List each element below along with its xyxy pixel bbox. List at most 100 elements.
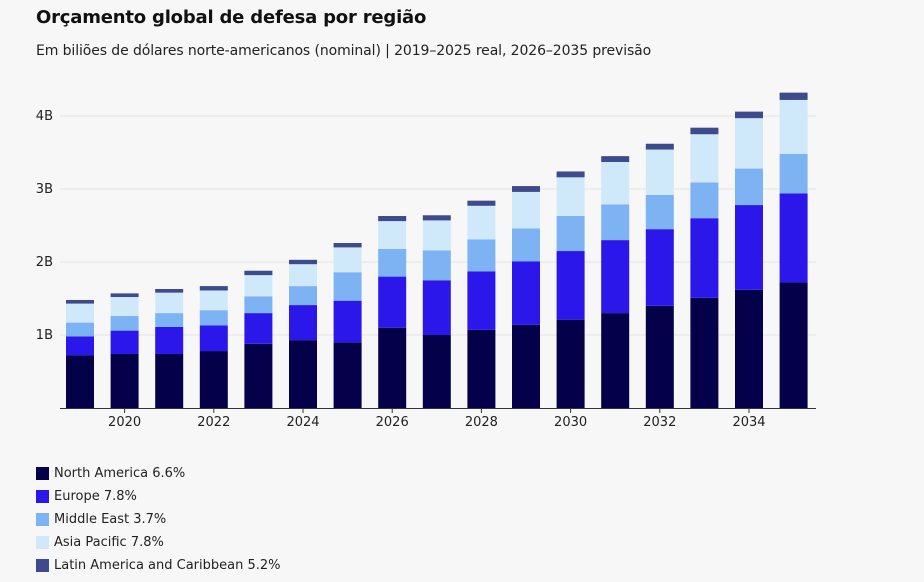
- bar-segment: [735, 118, 763, 169]
- bar-segment: [779, 99, 808, 154]
- x-tick-label: 2030: [554, 415, 587, 430]
- y-tick-label: 3B: [36, 182, 53, 197]
- legend-swatch: [36, 559, 49, 572]
- bar-segment: [735, 289, 763, 408]
- bar-segment: [601, 313, 630, 408]
- bar-segment: [155, 292, 184, 314]
- bar-segment: [779, 193, 808, 283]
- bar-stack-2025: [333, 243, 362, 408]
- bar-segment: [110, 297, 139, 317]
- legend: North America 6.6% Europe 7.8% Middle East…: [36, 462, 281, 577]
- y-axis: 1B 2B 3B 4B: [36, 109, 53, 343]
- bar-segment: [199, 286, 228, 291]
- bar-segment: [601, 161, 630, 205]
- bar-segment: [289, 305, 317, 341]
- y-tick-label: 4B: [36, 109, 53, 124]
- bar-segment: [645, 194, 674, 230]
- bar-stack-2035: [779, 92, 808, 408]
- x-tick-label: 2034: [732, 415, 765, 430]
- bar-segment: [556, 216, 585, 252]
- bar-segment: [155, 353, 184, 408]
- bar-segment: [199, 310, 228, 326]
- bar-segment: [66, 322, 94, 337]
- legend-swatch: [36, 490, 49, 503]
- legend-item[interactable]: Latin America and Caribbean 5.2%: [36, 554, 281, 577]
- bar-stack-2026: [378, 216, 407, 408]
- legend-label: Asia Pacific 7.8%: [54, 535, 164, 550]
- chart-title: Orçamento global de defesa por região: [36, 7, 427, 28]
- bar-stack-2030: [556, 171, 585, 408]
- bar-stack-2022: [199, 286, 228, 408]
- bar-stack-2028: [467, 200, 496, 408]
- bar-segment: [779, 92, 808, 100]
- bar-segment: [289, 340, 317, 408]
- bar-segment: [333, 300, 362, 343]
- chart-subtitle: Em biliões de dólares norte-americanos (…: [36, 43, 652, 59]
- legend-item[interactable]: North America 6.6%: [36, 462, 281, 485]
- bar-segment: [66, 355, 94, 408]
- bar-segment: [645, 143, 674, 150]
- bar-segment: [289, 264, 317, 287]
- legend-label: Europe 7.8%: [54, 489, 137, 504]
- bar-segment: [645, 305, 674, 408]
- bar-segment: [735, 168, 763, 206]
- y-tick-label: 2B: [36, 255, 53, 270]
- bar-segment: [556, 177, 585, 217]
- legend-swatch: [36, 536, 49, 549]
- bar-segment: [779, 153, 808, 194]
- bar-segment: [199, 325, 228, 352]
- bar-segment: [601, 204, 630, 241]
- bar-segment: [333, 247, 362, 273]
- bars: [60, 92, 816, 409]
- bar-segment: [422, 335, 451, 408]
- bar-segment: [110, 353, 139, 408]
- bar-segment: [690, 127, 719, 135]
- bar-segment: [467, 205, 496, 240]
- legend-item[interactable]: Europe 7.8%: [36, 485, 281, 508]
- bar-segment: [512, 228, 540, 262]
- bar-segment: [378, 216, 407, 222]
- legend-label: Middle East 3.7%: [54, 512, 167, 527]
- bar-segment: [66, 299, 94, 304]
- bar-segment: [244, 343, 273, 408]
- bar-segment: [645, 229, 674, 306]
- bar-stack-2027: [422, 215, 451, 408]
- x-tick-label: 2024: [286, 415, 319, 430]
- bar-segment: [422, 215, 451, 221]
- bar-segment: [244, 275, 273, 297]
- bar-segment: [378, 327, 407, 408]
- bar-stack-2019: [66, 299, 94, 408]
- bar-segment: [155, 326, 184, 354]
- bar-stack-2031: [601, 156, 630, 408]
- bar-segment: [333, 272, 362, 301]
- legend-swatch: [36, 513, 49, 526]
- x-axis: 2020 2022 2024 2026 2028 2030 2032 2034: [108, 408, 766, 430]
- legend-item[interactable]: Middle East 3.7%: [36, 508, 281, 531]
- bar-segment: [244, 296, 273, 314]
- bar-segment: [601, 240, 630, 314]
- bar-segment: [779, 282, 808, 408]
- bar-segment: [289, 259, 317, 265]
- bar-segment: [422, 280, 451, 335]
- bar-segment: [512, 191, 540, 229]
- bar-segment: [556, 251, 585, 320]
- bar-segment: [512, 261, 540, 325]
- x-tick-label: 2020: [108, 415, 141, 430]
- bar-segment: [467, 271, 496, 330]
- legend-label: Latin America and Caribbean 5.2%: [54, 558, 281, 573]
- bar-segment: [512, 186, 540, 192]
- stacked-bar-chart: 1B 2B 3B 4B 2020 2022 2024 2026 2028 2030 2032 203…: [36, 92, 816, 430]
- bar-segment: [467, 200, 496, 206]
- bar-segment: [199, 351, 228, 408]
- bar-segment: [155, 313, 184, 327]
- bar-segment: [690, 218, 719, 298]
- bar-segment: [556, 171, 585, 178]
- bar-stack-2029: [512, 186, 540, 408]
- bar-segment: [289, 286, 317, 306]
- legend-item[interactable]: Asia Pacific 7.8%: [36, 531, 281, 554]
- bar-segment: [512, 324, 540, 408]
- bar-segment: [378, 221, 407, 249]
- x-tick-label: 2022: [197, 415, 230, 430]
- bar-segment: [66, 303, 94, 323]
- bar-segment: [333, 243, 362, 248]
